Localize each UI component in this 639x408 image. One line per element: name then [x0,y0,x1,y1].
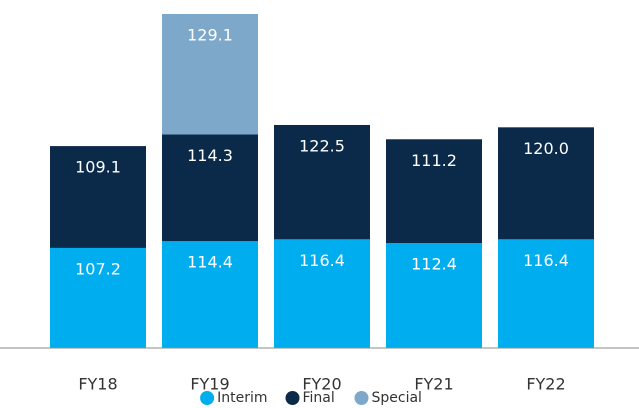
bar-segment [50,247,146,348]
value-label: 107.2 [75,259,121,278]
bar-segment [162,134,258,242]
bar-segment [274,239,370,348]
legend-label: Final [303,390,335,406]
bar-segment [50,146,146,248]
value-label: 114.3 [187,146,233,165]
x-tick-label: FY22 [526,375,565,394]
legend-label: Special [372,390,422,406]
bar-segment [498,239,594,348]
bar-segment [274,124,370,240]
x-tick-label: FY20 [302,375,341,394]
bar-segment [498,127,594,240]
legend-label: Interim [217,390,267,406]
x-tick-label: FY19 [190,375,229,394]
legend-swatch [200,391,215,405]
x-tick-label: FY21 [414,375,453,394]
value-label: 129.1 [187,26,233,45]
value-label: 114.4 [187,253,233,272]
x-tick-label: FY18 [78,375,117,394]
bar-segment [162,14,258,135]
value-label: 112.4 [411,255,457,274]
bar-segment [386,139,482,244]
value-label: 120.0 [523,139,569,158]
value-label: 109.1 [75,158,121,177]
bar-segment [162,241,258,348]
value-label: 116.4 [299,251,345,270]
legend-swatch [354,391,369,405]
bar-segment [386,243,482,348]
value-label: 116.4 [523,251,569,270]
legend-swatch [285,391,300,405]
value-label: 111.2 [411,151,457,170]
value-label: 122.5 [299,136,345,155]
